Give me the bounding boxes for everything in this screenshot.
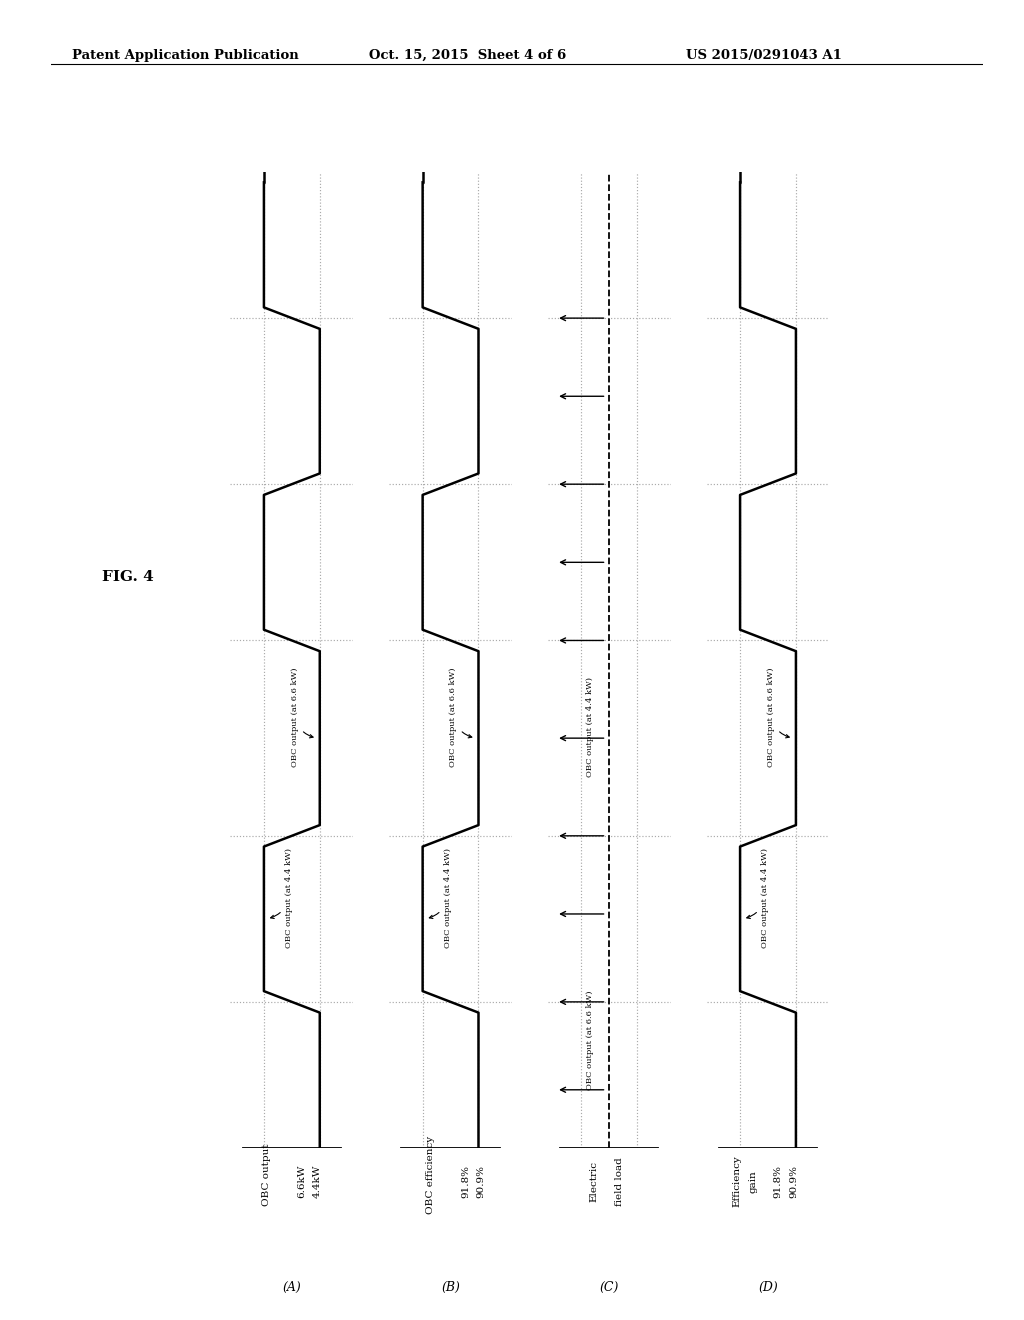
Text: OBC output (at 4.4 kW): OBC output (at 4.4 kW) xyxy=(429,849,452,948)
Text: OBC output (at 6.6 kW): OBC output (at 6.6 kW) xyxy=(586,990,594,1090)
Text: OBC output (at 6.6 kW): OBC output (at 6.6 kW) xyxy=(450,668,472,767)
Text: 4.4kW: 4.4kW xyxy=(313,1164,322,1199)
Text: US 2015/0291043 A1: US 2015/0291043 A1 xyxy=(686,49,842,62)
Text: Electric: Electric xyxy=(590,1160,598,1203)
Text: field load: field load xyxy=(615,1158,624,1205)
Text: 91.8%: 91.8% xyxy=(462,1166,470,1199)
Text: 90.9%: 90.9% xyxy=(790,1166,798,1199)
Text: (D): (D) xyxy=(758,1280,778,1294)
Text: FIG. 4: FIG. 4 xyxy=(102,570,155,583)
Text: OBC output (at 6.6 kW): OBC output (at 6.6 kW) xyxy=(767,668,790,767)
Text: (A): (A) xyxy=(283,1280,301,1294)
Text: 6.6kW: 6.6kW xyxy=(298,1164,306,1199)
Text: (B): (B) xyxy=(441,1280,460,1294)
Text: 91.8%: 91.8% xyxy=(774,1166,782,1199)
Text: 90.9%: 90.9% xyxy=(477,1166,485,1199)
Text: Oct. 15, 2015  Sheet 4 of 6: Oct. 15, 2015 Sheet 4 of 6 xyxy=(369,49,566,62)
Text: (C): (C) xyxy=(600,1280,618,1294)
Text: gain: gain xyxy=(749,1170,757,1193)
Text: OBC output (at 6.6 kW): OBC output (at 6.6 kW) xyxy=(291,668,313,767)
Text: OBC output (at 4.4 kW): OBC output (at 4.4 kW) xyxy=(746,849,769,948)
Text: OBC efficiency: OBC efficiency xyxy=(426,1135,434,1214)
Text: OBC output: OBC output xyxy=(262,1143,270,1206)
Text: Efficiency: Efficiency xyxy=(733,1155,741,1208)
Text: Patent Application Publication: Patent Application Publication xyxy=(72,49,298,62)
Text: OBC output (at 4.4 kW): OBC output (at 4.4 kW) xyxy=(270,849,293,948)
Text: OBC output (at 4.4 kW): OBC output (at 4.4 kW) xyxy=(586,677,594,777)
